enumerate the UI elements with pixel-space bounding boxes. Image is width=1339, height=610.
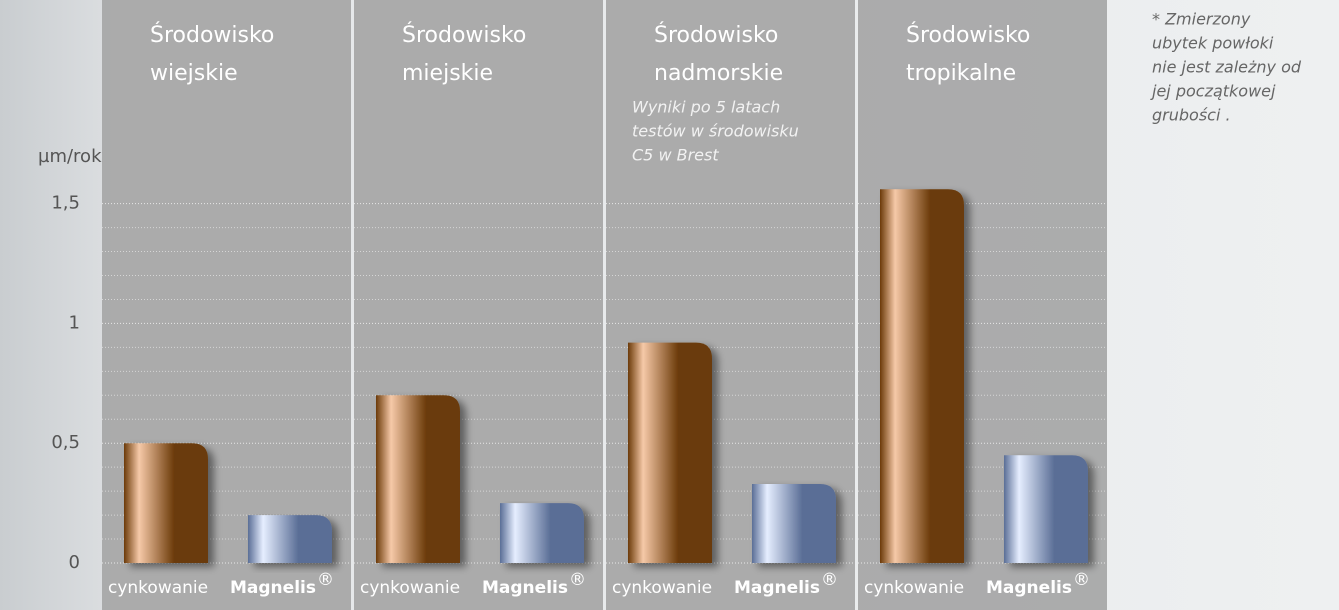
panel-title: miejskie — [402, 61, 493, 86]
panel-title: tropikalne — [906, 61, 1016, 86]
panel-title: Środowisko — [654, 22, 778, 48]
y-tick-label: 1,5 — [51, 193, 80, 214]
annotation: testów w środowisku — [632, 122, 799, 141]
footnote: ubytek powłoki — [1152, 34, 1274, 53]
bar — [1004, 455, 1088, 563]
legend-label: Magnelis — [986, 578, 1072, 598]
annotation: Wyniki po 5 latach — [632, 98, 780, 117]
legend-sup: ® — [821, 570, 838, 590]
panel-title: Środowisko — [150, 22, 274, 48]
legend-label: cynkowanie — [108, 578, 208, 598]
legend-label: Magnelis — [230, 578, 316, 598]
panel-title: Środowisko — [402, 22, 526, 48]
panel-title: nadmorskie — [654, 61, 783, 86]
y-tick-label: 0 — [69, 552, 80, 573]
bar — [500, 503, 584, 563]
legend-label: cynkowanie — [360, 578, 460, 598]
footnote: jej początkowej — [1150, 82, 1276, 101]
bar — [124, 443, 208, 563]
legend-sup: ® — [317, 570, 334, 590]
legend-sup: ® — [569, 570, 586, 590]
panel-title: wiejskie — [150, 61, 238, 86]
y-tick-label: 0,5 — [51, 432, 80, 453]
bar — [628, 342, 712, 563]
legend-label: cynkowanie — [612, 578, 712, 598]
legend-label: Magnelis — [734, 578, 820, 598]
bar — [752, 483, 836, 563]
annotation: C5 w Brest — [632, 146, 719, 165]
legend-label: cynkowanie — [864, 578, 964, 598]
bar — [376, 395, 460, 563]
bar — [880, 189, 964, 563]
y-unit: µm/rok — [38, 146, 102, 167]
y-tick-label: 1 — [69, 312, 80, 333]
panel-title: Środowisko — [906, 22, 1030, 48]
footnote: nie jest zależny od — [1152, 58, 1302, 77]
bar — [248, 515, 332, 563]
legend-sup: ® — [1073, 570, 1090, 590]
footnote: grubości . — [1152, 106, 1231, 125]
legend-label: Magnelis — [482, 578, 568, 598]
footnote: * Zmierzony — [1152, 10, 1251, 29]
